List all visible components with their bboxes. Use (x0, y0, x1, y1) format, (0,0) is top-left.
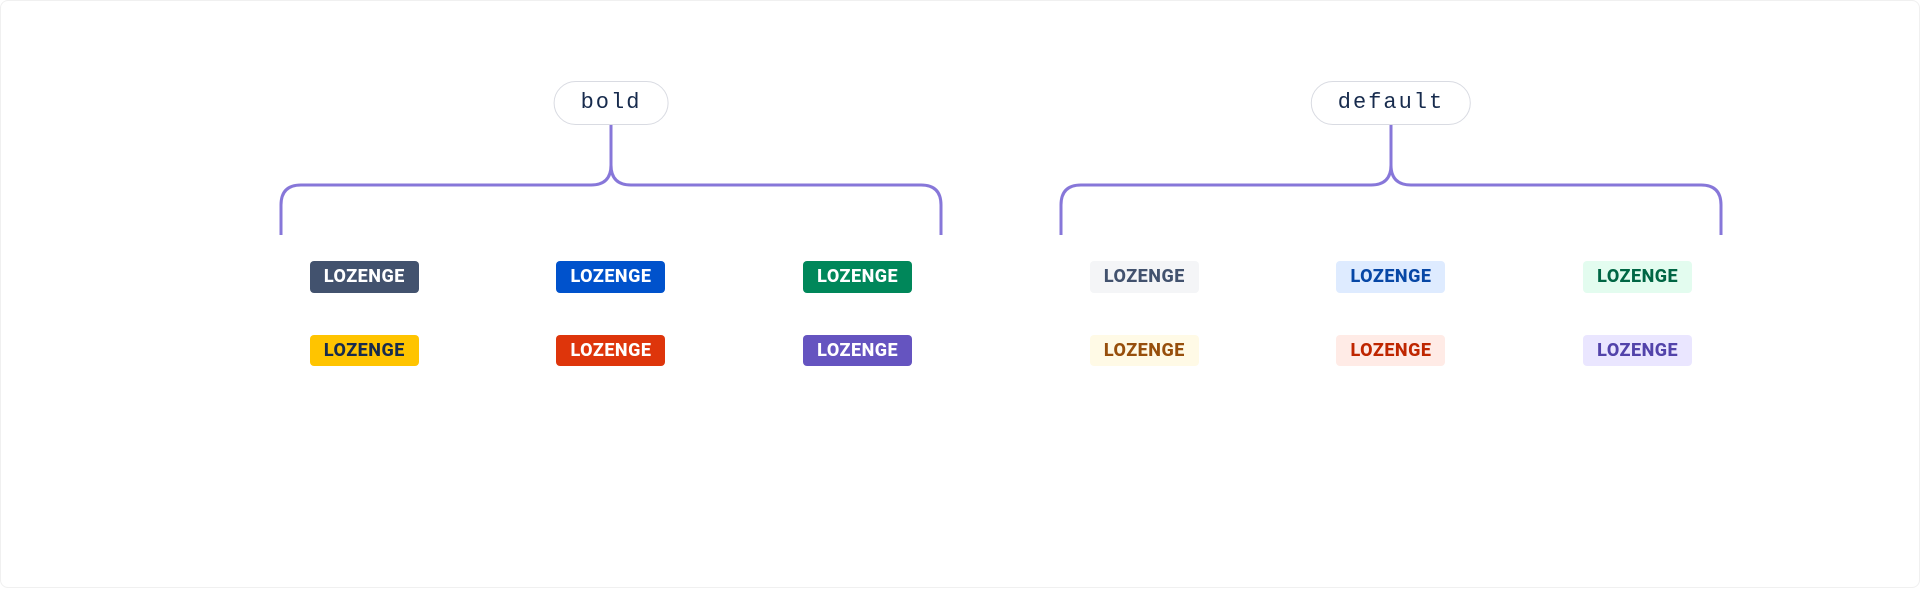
lozenge: LOZENGE (556, 261, 665, 293)
lozenge: LOZENGE (803, 335, 912, 367)
lozenge: LOZENGE (1336, 261, 1445, 293)
lozenge: LOZENGE (1336, 335, 1445, 367)
diagram-stage: bold LOZENGE LOZENGE LOZENGE LOZENGE LOZ… (1, 1, 1920, 589)
lozenge-grid-default: LOZENGE LOZENGE LOZENGE LOZENGE LOZENGE … (1041, 261, 1741, 366)
bracket-icon (1041, 125, 1741, 235)
lozenge: LOZENGE (310, 335, 419, 367)
lozenge-grid-bold: LOZENGE LOZENGE LOZENGE LOZENGE LOZENGE … (261, 261, 961, 366)
lozenge: LOZENGE (1583, 261, 1692, 293)
lozenge: LOZENGE (1090, 335, 1199, 367)
lozenge: LOZENGE (556, 335, 665, 367)
bracket-icon (261, 125, 961, 235)
group-title-pill: bold (554, 81, 669, 125)
lozenge: LOZENGE (803, 261, 912, 293)
group-title-label: default (1338, 90, 1444, 115)
lozenge: LOZENGE (1583, 335, 1692, 367)
group-title-pill: default (1311, 81, 1471, 125)
lozenge: LOZENGE (310, 261, 419, 293)
group-title-label: bold (581, 90, 642, 115)
lozenge: LOZENGE (1090, 261, 1199, 293)
